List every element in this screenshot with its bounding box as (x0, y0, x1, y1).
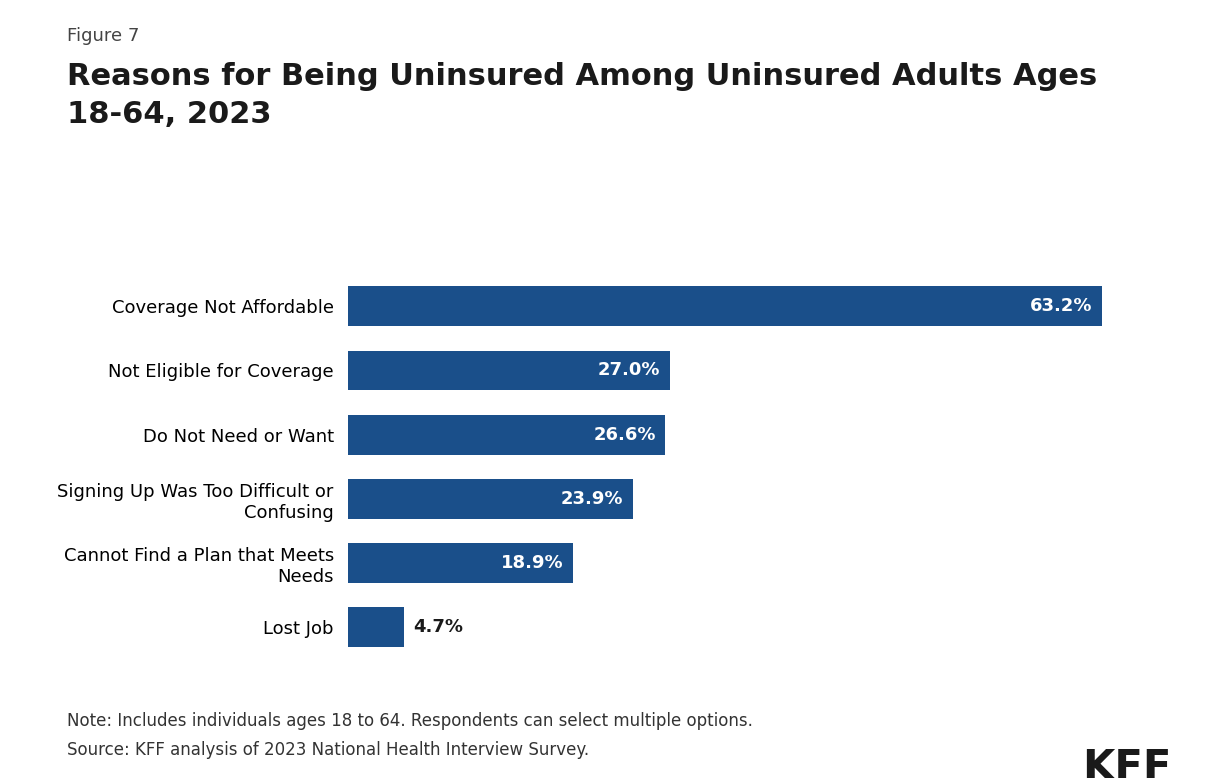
Text: Figure 7: Figure 7 (67, 27, 139, 45)
Text: Note: Includes individuals ages 18 to 64. Respondents can select multiple option: Note: Includes individuals ages 18 to 64… (67, 712, 753, 730)
Text: 27.0%: 27.0% (598, 362, 660, 380)
Bar (348, 479, 633, 519)
Bar (348, 608, 404, 647)
Text: 26.6%: 26.6% (593, 426, 655, 443)
Text: KFF: KFF (1082, 747, 1171, 778)
Text: 18-64, 2023: 18-64, 2023 (67, 100, 272, 128)
Text: 63.2%: 63.2% (1030, 297, 1093, 315)
Bar (348, 415, 665, 454)
Bar (348, 351, 670, 391)
Text: Reasons for Being Uninsured Among Uninsured Adults Ages: Reasons for Being Uninsured Among Uninsu… (67, 62, 1097, 91)
Text: 23.9%: 23.9% (561, 490, 623, 508)
Text: Source: KFF analysis of 2023 National Health Interview Survey.: Source: KFF analysis of 2023 National He… (67, 741, 589, 759)
Text: 4.7%: 4.7% (414, 619, 464, 636)
Bar (348, 543, 573, 583)
Text: 18.9%: 18.9% (501, 554, 564, 572)
Bar (348, 286, 1102, 326)
